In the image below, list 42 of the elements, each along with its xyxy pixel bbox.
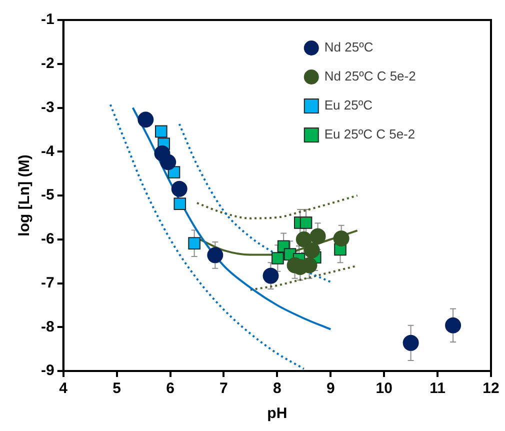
- y-tick-label: -4: [40, 142, 55, 160]
- y-tick-label: -1: [40, 11, 54, 28]
- y-tick-label: -5: [40, 186, 54, 204]
- legend-label: Eu 25ºC: [324, 98, 372, 113]
- point: [272, 252, 284, 264]
- point: [310, 228, 326, 244]
- x-tick-label: 5: [112, 380, 121, 398]
- x-tick-label: 7: [220, 380, 228, 398]
- y-tick-label: -7: [40, 274, 54, 292]
- point: [333, 230, 350, 246]
- point: [207, 247, 224, 264]
- y-tick-label: -8: [40, 318, 54, 336]
- point: [138, 112, 154, 128]
- y-tick-label: -2: [40, 55, 54, 72]
- point: [262, 268, 279, 284]
- line-series: [109, 104, 305, 370]
- legend-label: Eu 25ºC C 5e-2: [324, 126, 416, 142]
- x-tick-label: 4: [59, 380, 68, 398]
- x-tick-label: 11: [430, 380, 446, 398]
- point: [296, 231, 312, 248]
- x-tick-label: 8: [272, 380, 282, 398]
- point: [304, 242, 320, 258]
- y-tick-label: -6: [40, 230, 54, 248]
- point: [174, 198, 186, 210]
- x-tick-label: 9: [326, 380, 335, 398]
- point: [171, 180, 188, 197]
- y-tick-label: -9: [40, 362, 54, 380]
- legend-label: Nd 25ºC: [324, 40, 374, 55]
- legend-label: Nd 25ºC C 5e-2: [324, 68, 416, 84]
- y-tick-label: -3: [40, 98, 54, 116]
- point: [155, 125, 168, 138]
- point: [160, 154, 176, 170]
- x-axis-title: pH: [267, 405, 288, 422]
- y-axis-title: log [Ln] (M): [16, 154, 34, 236]
- x-tick-label: 6: [166, 380, 174, 398]
- x-tick-label: 10: [376, 380, 392, 398]
- point: [188, 237, 200, 250]
- point: [445, 317, 462, 334]
- point: [402, 334, 419, 351]
- point: [300, 216, 312, 229]
- x-tick-label: 12: [482, 380, 500, 398]
- line-series: [196, 194, 358, 220]
